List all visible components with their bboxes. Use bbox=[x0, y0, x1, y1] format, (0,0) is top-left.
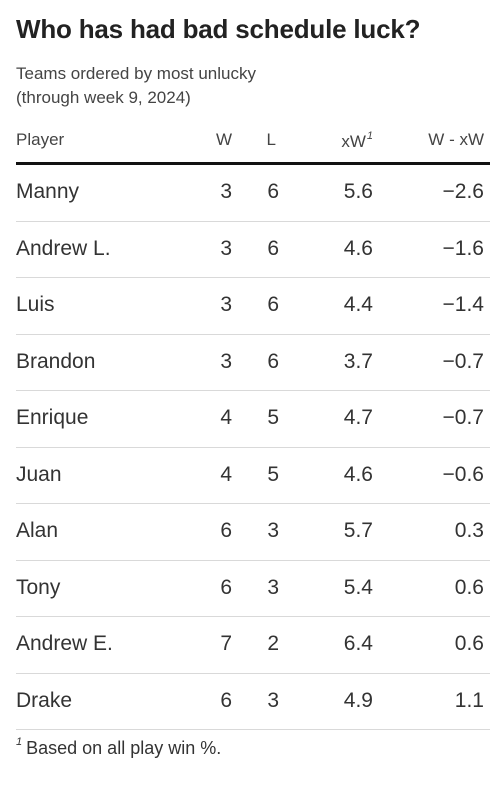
cell-xw: 5.4 bbox=[343, 575, 373, 599]
page-title: Who has had bad schedule luck? bbox=[16, 14, 421, 44]
cell-player: Andrew E. bbox=[16, 632, 113, 655]
cell-w: 7 bbox=[220, 632, 232, 655]
cell-w-minus-xw: −0.7 bbox=[442, 349, 484, 373]
footnote: 1 Based on all play win %. bbox=[16, 736, 221, 759]
cell-l: 2 bbox=[267, 632, 279, 655]
cell-l: 6 bbox=[267, 293, 279, 316]
cell-w: 6 bbox=[220, 519, 232, 542]
cell-xw: 4.6 bbox=[343, 462, 373, 486]
cell-w-minus-xw: −0.7 bbox=[442, 406, 484, 429]
cell-xw: 6.4 bbox=[343, 632, 373, 655]
cell-player: Drake bbox=[16, 688, 73, 712]
cell-w-minus-xw: −1.4 bbox=[442, 293, 484, 316]
table-row: Alan 6 3 5.7 0.3 bbox=[16, 504, 490, 561]
cell-l: 5 bbox=[267, 462, 279, 486]
cell-w: 4 bbox=[220, 406, 232, 429]
table-row: Luis 3 6 4.4 −1.4 bbox=[16, 278, 490, 335]
cell-player: Manny bbox=[16, 180, 80, 203]
cell-xw: 4.6 bbox=[343, 236, 373, 260]
cell-w: 4 bbox=[220, 462, 232, 486]
cell-l: 3 bbox=[267, 575, 279, 599]
cell-player: Andrew L. bbox=[16, 236, 111, 260]
table-row: Andrew L. 3 6 4.6 −1.6 bbox=[16, 222, 490, 278]
column-header-l: L bbox=[266, 130, 276, 149]
column-header-w: W bbox=[215, 130, 232, 149]
table-row: Tony 6 3 5.4 0.6 bbox=[16, 561, 490, 617]
cell-w-minus-xw: −0.6 bbox=[442, 462, 484, 486]
cell-xw: 5.6 bbox=[343, 180, 373, 203]
subtitle: Teams ordered by most unlucky (through w… bbox=[16, 62, 256, 110]
cell-player: Juan bbox=[16, 462, 62, 486]
cell-l: 6 bbox=[267, 236, 279, 260]
cell-w-minus-xw: 0.6 bbox=[454, 575, 484, 599]
footnote-marker: 1 bbox=[16, 736, 23, 748]
subtitle-line-2: (through week 9, 2024) bbox=[16, 88, 191, 107]
cell-w-minus-xw: 0.6 bbox=[454, 632, 484, 655]
cell-l: 3 bbox=[267, 688, 279, 712]
cell-w-minus-xw: 0.3 bbox=[454, 519, 484, 542]
column-header-player: Player bbox=[16, 130, 65, 149]
cell-l: 3 bbox=[267, 519, 279, 542]
cell-player: Enrique bbox=[16, 406, 89, 429]
cell-w: 3 bbox=[220, 293, 232, 316]
table-row: Brandon 3 6 3.7 −0.7 bbox=[16, 335, 490, 391]
cell-player: Luis bbox=[16, 293, 55, 316]
column-header-diff: W - xW bbox=[428, 130, 484, 149]
table-row: Juan 4 5 4.6 −0.6 bbox=[16, 448, 490, 504]
table-row: Andrew E. 7 2 6.4 0.6 bbox=[16, 617, 490, 674]
cell-xw: 4.9 bbox=[343, 688, 373, 712]
column-header-xw-label: xW bbox=[341, 132, 366, 151]
subtitle-line-1: Teams ordered by most unlucky bbox=[16, 64, 256, 83]
table-row: Enrique 4 5 4.7 −0.7 bbox=[16, 391, 490, 448]
table-row: Drake 6 3 4.9 1.1 bbox=[16, 674, 490, 730]
cell-w: 6 bbox=[220, 688, 232, 712]
cell-player: Alan bbox=[16, 519, 59, 542]
cell-w: 6 bbox=[220, 575, 232, 599]
cell-l: 6 bbox=[267, 180, 279, 203]
cell-xw: 4.7 bbox=[343, 406, 373, 429]
table-body: Manny 3 6 5.6 −2.6 Andrew L. 3 6 4.6 −1.6 Luis 3 6 4.… bbox=[16, 165, 490, 730]
cell-w-minus-xw: −2.6 bbox=[442, 180, 484, 203]
cell-xw: 3.7 bbox=[343, 349, 373, 373]
cell-w: 3 bbox=[220, 180, 232, 203]
column-header-xw: xW1 bbox=[316, 130, 373, 152]
footnote-marker: 1 bbox=[366, 130, 373, 142]
cell-xw: 4.4 bbox=[343, 293, 373, 316]
table-row: Manny 3 6 5.6 −2.6 bbox=[16, 165, 490, 222]
cell-w: 3 bbox=[220, 349, 232, 373]
cell-xw: 5.7 bbox=[343, 519, 373, 542]
footnote-text: Based on all play win %. bbox=[26, 738, 222, 758]
cell-player: Brandon bbox=[16, 349, 96, 373]
cell-player: Tony bbox=[16, 575, 61, 599]
cell-l: 6 bbox=[267, 349, 279, 373]
cell-w: 3 bbox=[220, 236, 232, 260]
table-header: Player W L xW1 W - xW bbox=[16, 124, 490, 165]
cell-l: 5 bbox=[267, 406, 279, 429]
cell-w-minus-xw: −1.6 bbox=[442, 236, 484, 260]
cell-w-minus-xw: 1.1 bbox=[454, 688, 484, 712]
